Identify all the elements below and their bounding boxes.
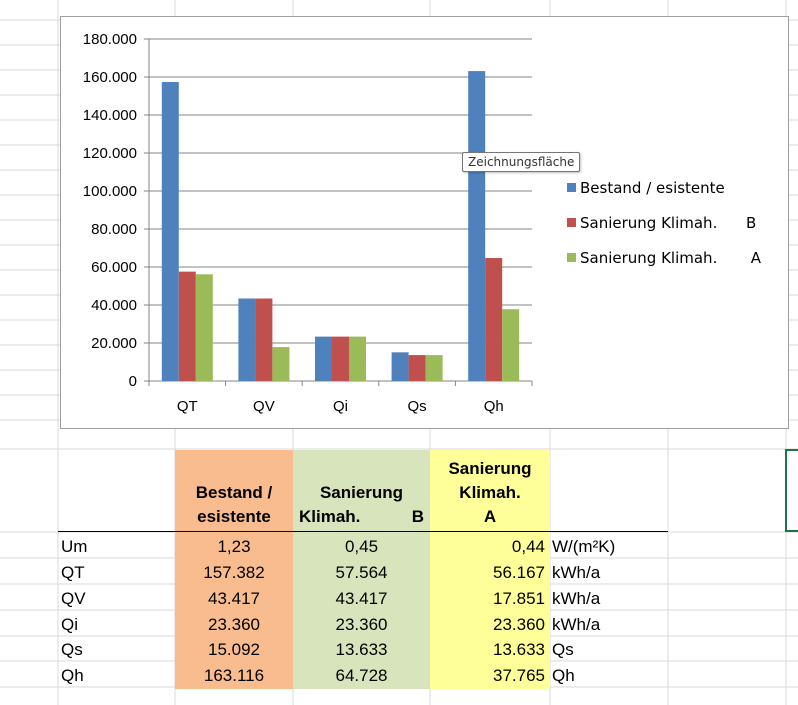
- y-tick-label: 0: [129, 373, 137, 390]
- cell-unit: kWh/a: [552, 589, 601, 608]
- cell-unit: Qs: [552, 640, 574, 659]
- header-sanierung-b-line1: Sanierung: [319, 483, 404, 502]
- cell-unit: kWh/a: [552, 563, 601, 582]
- cell-unit: Qh: [552, 666, 575, 685]
- bar: [468, 71, 486, 382]
- table-row-qs[interactable]: Qs 15.092 13.633 13.633 Qs: [0, 637, 680, 663]
- header-sanierung-a-line2: Klimah.: [459, 483, 521, 502]
- cell-bestand: 15.092: [208, 640, 260, 659]
- cell-unit: kWh/a: [552, 615, 601, 634]
- legend-label: Sanierung Klimah. A: [580, 249, 762, 267]
- bar: [178, 271, 196, 381]
- bar: [408, 355, 426, 381]
- bar: [349, 336, 366, 381]
- cell-sanierung-a: 0,44: [511, 537, 545, 556]
- y-tick-label: 20.000: [91, 335, 137, 352]
- table-row-qh[interactable]: Qh 163.116 64.728 37.765 Qh: [0, 663, 680, 689]
- chart-area[interactable]: 0 20.000 40.000 60.000 80.000 100.000 120.000 1…: [60, 16, 789, 429]
- tooltip: Zeichnungsfläche: [462, 152, 581, 172]
- cell-bestand: 43.417: [208, 589, 260, 608]
- bar: [502, 309, 520, 381]
- cell-sanierung-a: 37.765: [493, 666, 545, 685]
- y-tick-label: 100.000: [83, 183, 137, 200]
- bar: [391, 352, 409, 381]
- header-bestand-line1: Bestand /: [195, 483, 273, 502]
- table-row-qv[interactable]: QV 43.417 43.417 17.851 kWh/a: [0, 586, 680, 612]
- bar: [238, 298, 256, 381]
- bar: [425, 355, 443, 381]
- x-tick-label: QV: [253, 398, 275, 415]
- row-label: Um: [61, 537, 88, 556]
- cell-sanierung-a: 17.851: [493, 589, 545, 608]
- row-label: QV: [61, 589, 86, 608]
- bar: [195, 274, 213, 381]
- y-tick-label: 60.000: [91, 259, 137, 276]
- header-sanierung-b-variant: B: [411, 507, 424, 526]
- header-border: [58, 531, 668, 532]
- x-tick-label: Qh: [484, 398, 504, 415]
- bar: [332, 336, 349, 381]
- cell-sanierung-b: 57.564: [335, 563, 388, 582]
- cell-sanierung-b: 43.417: [335, 589, 388, 608]
- table-row-qi[interactable]: Qi 23.360 23.360 23.360 kWh/a: [0, 612, 680, 638]
- bar: [255, 298, 273, 381]
- legend-label: Bestand / esistente: [580, 179, 725, 197]
- bar-chart: 0 20.000 40.000 60.000 80.000 100.000 120.000 1…: [83, 31, 762, 415]
- column-fill-sanierung-a: [430, 450, 550, 689]
- bar: [315, 336, 332, 381]
- legend-swatch: [567, 183, 576, 192]
- cell-sanierung-b: 64.728: [335, 666, 388, 685]
- header-sanierung-a[interactable]: Sanierung Klimah. A: [430, 450, 550, 530]
- cell-sanierung-b: 0,45: [344, 537, 379, 556]
- x-tick-label: Qi: [333, 398, 348, 415]
- bar: [161, 81, 179, 382]
- header-sanierung-a-variant: A: [483, 507, 497, 526]
- cell-unit: W/(m²K): [552, 537, 616, 556]
- column-fill-sanierung-b: [293, 450, 430, 689]
- legend-swatch: [567, 218, 576, 227]
- cell-sanierung-a: 56.167: [493, 563, 545, 582]
- y-tick-label: 40.000: [91, 297, 137, 314]
- cell-bestand: 1,23: [217, 537, 251, 556]
- table-row-qt[interactable]: QT 157.382 57.564 56.167 kWh/a: [0, 560, 680, 586]
- cell-sanierung-a: 23.360: [493, 615, 545, 634]
- table-row-um[interactable]: Um 1,23 0,45 0,44 W/(m²K): [0, 534, 680, 560]
- y-tick-label: 80.000: [91, 221, 137, 238]
- x-tick-label: QT: [177, 398, 198, 415]
- cell-bestand: 163.116: [203, 666, 265, 685]
- header-bestand-line2: esistente: [197, 507, 271, 526]
- cell-sanierung-b: 13.633: [335, 640, 388, 659]
- legend-swatch: [567, 253, 576, 262]
- header-sanierung-b-line2: Klimah.: [299, 507, 361, 526]
- column-fill-bestand: [175, 450, 293, 689]
- cell-sanierung-a: 13.633: [493, 640, 545, 659]
- header-bestand[interactable]: Bestand / esistente: [175, 450, 293, 530]
- header-sanierung-a-line1: Sanierung: [448, 459, 532, 478]
- y-tick-label: 120.000: [83, 145, 137, 162]
- bar: [485, 258, 503, 381]
- cell-bestand: 157.382: [203, 563, 265, 582]
- row-label: Qs: [61, 640, 83, 659]
- x-tick-label: Qs: [408, 398, 427, 415]
- row-label: Qi: [61, 615, 78, 634]
- header-sanierung-b[interactable]: Sanierung Klimah. B: [293, 450, 430, 530]
- y-tick-label: 160.000: [83, 69, 137, 86]
- y-tick-label: 180.000: [83, 31, 137, 48]
- cell-bestand: 23.360: [208, 615, 260, 634]
- y-tick-label: 140.000: [83, 107, 137, 124]
- cell-sanierung-b: 23.360: [335, 615, 388, 634]
- bar: [272, 347, 290, 381]
- legend-label: Sanierung Klimah. B: [580, 214, 756, 232]
- row-label: Qh: [61, 666, 84, 685]
- row-label: QT: [61, 563, 85, 582]
- selected-cell[interactable]: [785, 449, 798, 532]
